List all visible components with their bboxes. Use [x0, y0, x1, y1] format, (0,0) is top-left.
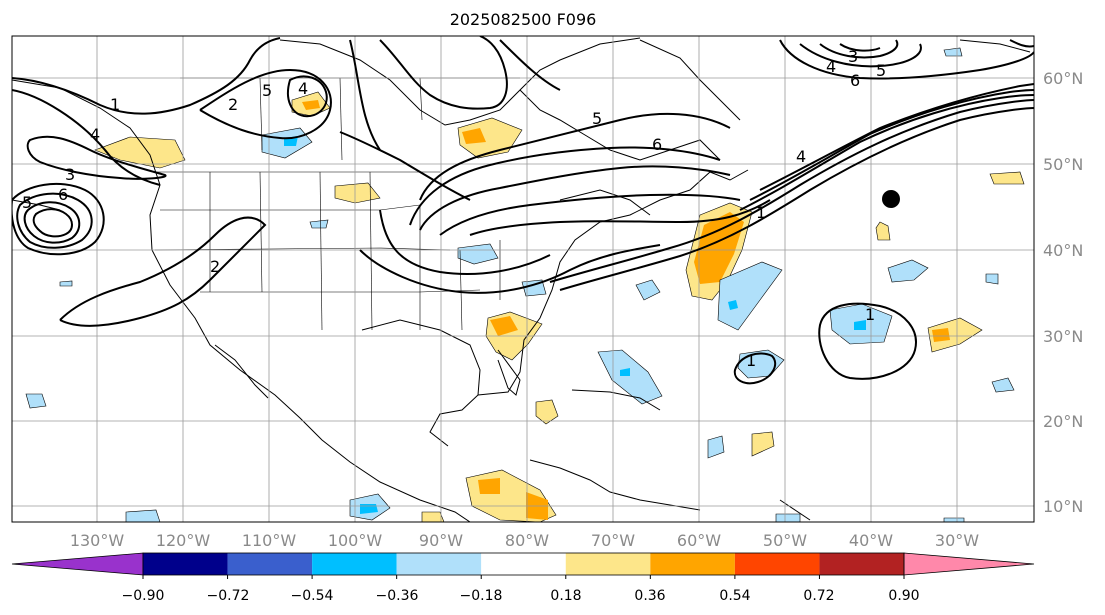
colorbar-segment — [819, 553, 904, 575]
lon-label: 90°W — [419, 531, 463, 550]
contour-label: 2 — [228, 95, 238, 114]
lon-label: 110°W — [242, 531, 297, 550]
contour-label: 2 — [210, 257, 220, 276]
colorbar-arrow-low — [11, 552, 144, 576]
contour-label: 4 — [90, 125, 100, 144]
anomaly-shading — [25, 47, 1025, 522]
lat-label: 30°N — [1043, 327, 1083, 346]
contour-label: 6 — [850, 71, 860, 90]
colorbar-segment — [143, 553, 228, 575]
colorbar-segment — [734, 553, 820, 575]
contour-label: 3 — [65, 165, 75, 184]
colorbar-segment — [565, 553, 651, 575]
contour-label: 5 — [876, 61, 886, 80]
colorbar-tick: −0.90 — [122, 588, 165, 604]
longitude-labels: 130°W 120°W 110°W 100°W 90°W 80°W 70°W 6… — [70, 531, 979, 550]
colorbar-tick: 0.90 — [888, 588, 919, 604]
latitude-labels: 60°N 50°N 40°N 30°N 20°N 10°N — [1043, 69, 1083, 516]
contour-label: 5 — [22, 193, 32, 212]
map-title: 2025082500 F096 — [449, 10, 597, 29]
contour-label: 6 — [58, 185, 68, 204]
lat-label: 40°N — [1043, 241, 1083, 260]
colorbar-tick: 0.18 — [550, 588, 581, 604]
colorbar-tick: 0.36 — [634, 588, 665, 604]
contour-label: 5 — [262, 81, 272, 100]
contour-label: 1 — [865, 305, 875, 324]
contour-label: 4 — [826, 57, 836, 76]
lon-label: 100°W — [328, 531, 383, 550]
colorbar-segment — [227, 553, 313, 575]
contour-label: 5 — [592, 109, 602, 128]
contour-label: 1 — [756, 203, 766, 222]
lat-label: 20°N — [1043, 412, 1083, 431]
colorbar — [11, 552, 1035, 579]
contours — [12, 36, 1034, 385]
lon-label: 50°W — [763, 531, 807, 550]
lon-label: 80°W — [505, 531, 549, 550]
colorbar-segment — [396, 553, 482, 575]
contour-label: 3 — [848, 47, 858, 66]
contour-labels: 1 2 5 4 3 6 4 5 2 5 6 1 4 1 1 4 3 5 6 — [22, 47, 886, 370]
colorbar-tick: −0.36 — [376, 588, 419, 604]
colorbar-segment — [312, 553, 397, 575]
colorbar-tick-labels: −0.90 −0.72 −0.54 −0.36 −0.18 0.18 0.36 … — [122, 588, 920, 604]
contour-label: 6 — [652, 135, 662, 154]
colorbar-tick: 0.72 — [803, 588, 834, 604]
lon-label: 40°W — [849, 531, 893, 550]
colorbar-tick: −0.54 — [291, 588, 334, 604]
colorbar-tick: 0.54 — [719, 588, 750, 604]
lon-label: 70°W — [591, 531, 635, 550]
colorbar-frame — [142, 552, 905, 576]
map-area: 1 2 5 4 3 6 4 5 2 5 6 1 4 1 1 4 3 5 6 — [12, 36, 1034, 522]
lon-label: 60°W — [677, 531, 721, 550]
colorbar-tick: −0.18 — [460, 588, 503, 604]
lon-label: 30°W — [935, 531, 979, 550]
colorbar-segment — [481, 553, 566, 575]
coastlines — [12, 37, 1031, 522]
colorbar-segment — [650, 553, 735, 575]
lat-label: 60°N — [1043, 69, 1083, 88]
colorbar-arrow-high — [903, 552, 1035, 576]
storm-marker-dot — [882, 190, 900, 208]
lat-label: 50°N — [1043, 155, 1083, 174]
colorbar-tick: −0.72 — [207, 588, 250, 604]
lon-label: 130°W — [70, 531, 125, 550]
contour-label: 4 — [298, 79, 308, 98]
gridlines — [12, 36, 1034, 522]
contour-label: 1 — [746, 351, 756, 370]
map-frame — [11, 35, 1035, 523]
contour-label: 4 — [796, 147, 806, 166]
contour-label: 1 — [110, 95, 120, 114]
lon-label: 120°W — [156, 531, 211, 550]
lat-label: 10°N — [1043, 497, 1083, 516]
